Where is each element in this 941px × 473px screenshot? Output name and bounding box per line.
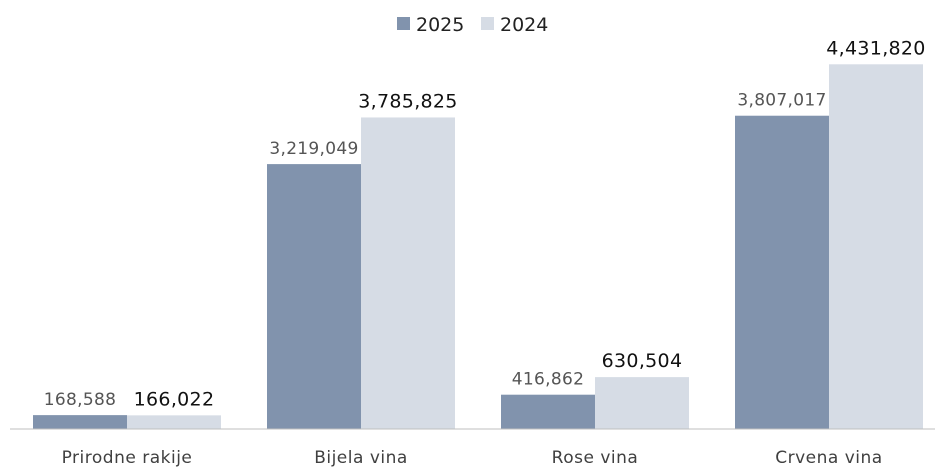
value-label-prirodne-rakije-2025: 168,588 (44, 390, 116, 410)
value-label-crvena-vina-2025: 3,807,017 (737, 91, 826, 111)
category-label-bijela-vina: Bijela vina (314, 448, 408, 468)
value-labels-group: 168,588 166,022 3,219,049 3,785,825 416,862 6… (44, 37, 926, 410)
category-label-rose-vina: Rose vina (552, 448, 639, 468)
category-label-crvena-vina: Crvena vina (775, 448, 882, 468)
bar-prirodne-rakije-2024 (127, 415, 221, 429)
bar-prirodne-rakije-2025 (33, 415, 127, 429)
legend-label-2024: 2024 (500, 14, 548, 36)
legend-swatch-2024 (481, 17, 494, 30)
bar-bijela-vina-2024 (361, 117, 455, 429)
value-label-prirodne-rakije-2024: 166,022 (134, 388, 215, 410)
bar-crvena-vina-2025 (735, 115, 829, 429)
bar-bijela-vina-2025 (267, 164, 361, 429)
value-label-bijela-vina-2024: 3,785,825 (358, 90, 457, 112)
bars-group (33, 64, 923, 429)
legend: 2025 2024 (397, 14, 548, 36)
category-labels-group: Prirodne rakije Bijela vina Rose vina Crven… (62, 448, 883, 468)
value-label-crvena-vina-2024: 4,431,820 (826, 37, 925, 59)
value-label-bijela-vina-2025: 3,219,049 (269, 139, 358, 159)
bar-crvena-vina-2024 (829, 64, 923, 429)
bar-rose-vina-2025 (501, 394, 595, 429)
value-label-rose-vina-2024: 630,504 (602, 350, 683, 372)
legend-swatch-2025 (397, 17, 410, 30)
category-label-prirodne-rakije: Prirodne rakije (62, 448, 193, 468)
bar-rose-vina-2024 (595, 377, 689, 429)
value-label-rose-vina-2025: 416,862 (512, 370, 584, 390)
legend-label-2025: 2025 (416, 14, 464, 36)
